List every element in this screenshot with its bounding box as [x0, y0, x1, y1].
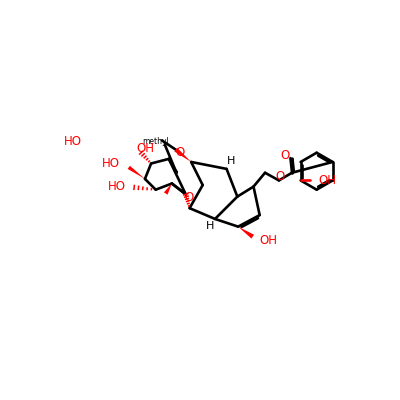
- Text: H: H: [227, 156, 235, 166]
- Text: OH: OH: [136, 142, 154, 155]
- Text: HO: HO: [102, 157, 120, 170]
- Text: HO: HO: [108, 180, 126, 193]
- Text: O: O: [280, 148, 290, 162]
- Polygon shape: [238, 227, 254, 238]
- Text: O: O: [275, 170, 284, 183]
- Text: O: O: [184, 191, 194, 204]
- Text: methyl: methyl: [142, 138, 169, 146]
- Text: OH: OH: [318, 174, 336, 187]
- Text: O: O: [176, 146, 185, 159]
- Polygon shape: [169, 159, 178, 174]
- Text: OH: OH: [259, 234, 277, 247]
- Polygon shape: [128, 166, 145, 179]
- Text: HO: HO: [64, 136, 82, 148]
- Polygon shape: [174, 148, 191, 162]
- Polygon shape: [164, 184, 172, 195]
- Text: H: H: [206, 221, 214, 231]
